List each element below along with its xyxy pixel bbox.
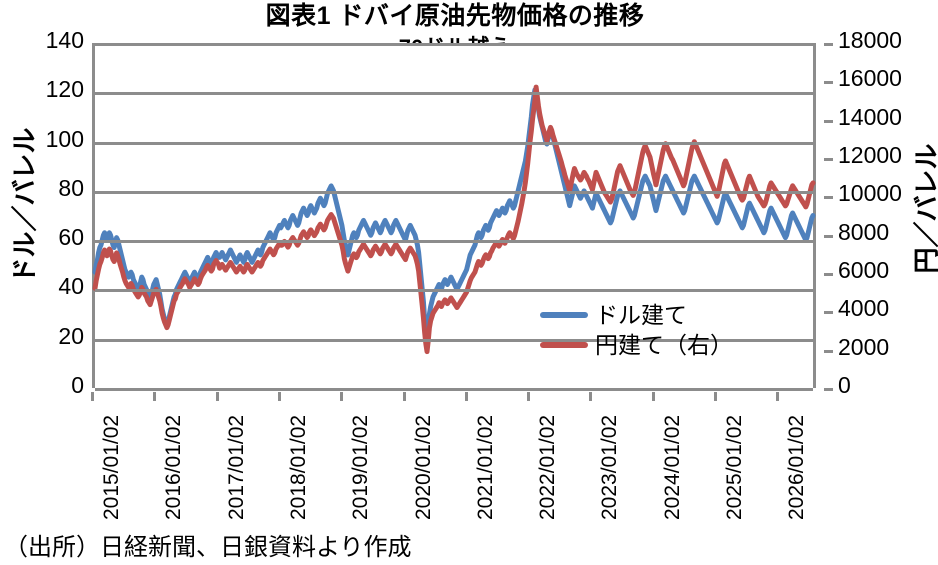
gridline <box>95 338 813 342</box>
x-tick-label: 2016/01/02 <box>162 414 186 520</box>
x-tick-label: 2024/01/02 <box>660 414 684 520</box>
legend-item[interactable]: 円建て（右） <box>540 330 733 360</box>
x-tick-label: 2023/01/02 <box>598 414 622 520</box>
y-tick-mark-right <box>824 349 833 353</box>
y-axis-right-title: 円／バレル <box>911 143 938 274</box>
x-tick-mark <box>464 392 468 401</box>
x-tick-label: 2017/01/02 <box>224 414 248 520</box>
x-tick-mark <box>527 392 531 401</box>
x-tick-mark <box>153 392 157 401</box>
y-tick-label-right: 4000 <box>838 295 890 322</box>
chart-legend: ドル建て円建て（右） <box>540 300 733 360</box>
x-tick-mark <box>91 392 94 401</box>
page-title: 図表1 ドバイ原油先物価格の推移 <box>265 2 645 30</box>
x-tick-mark <box>277 392 281 401</box>
y-tick-mark-right <box>824 43 833 46</box>
x-tick-label: 2015/01/02 <box>100 414 123 520</box>
y-tick-mark-right <box>824 234 833 238</box>
gridline <box>95 43 813 46</box>
y-tick-mark-right <box>824 119 833 123</box>
x-tick-label: 2018/01/02 <box>286 414 310 520</box>
gridline <box>95 190 813 194</box>
gridline <box>95 92 813 96</box>
gridline <box>95 141 813 145</box>
x-axis-tick-labels: 2015/01/02 2016/01/02 2017/01/02 2018/01/02… <box>0 392 938 522</box>
x-tick-label: 2025/01/02 <box>723 414 747 520</box>
y-tick-label-left: 80 <box>58 174 84 201</box>
x-tick-label: 2021/01/02 <box>473 414 497 520</box>
gridline <box>95 388 813 391</box>
x-tick-mark <box>215 392 219 401</box>
y-tick-label-right: 0 <box>838 372 851 398</box>
y-tick-label-left: 20 <box>58 322 84 349</box>
y-tick-label-right: 14000 <box>838 103 902 130</box>
y-axis-left-ticks: 0 20 40 60 80 100 120 140 <box>0 0 84 565</box>
x-tick-mark <box>776 392 780 401</box>
y-tick-label-right: 2000 <box>838 333 890 360</box>
x-tick-mark <box>651 392 655 401</box>
y-tick-label-left: 40 <box>58 273 84 300</box>
y-tick-mark-right <box>824 311 833 315</box>
source-note: （出所）日経新聞、日銀資料より作成 <box>4 534 412 561</box>
x-tick-label: 2020/01/02 <box>411 414 435 520</box>
y-tick-label-right: 6000 <box>838 257 890 283</box>
y-tick-label-left: 100 <box>45 125 84 152</box>
y-axis-left-title: ドル／バレル <box>9 127 40 284</box>
y-tick-label-left: 60 <box>58 224 84 251</box>
series-line-usd <box>92 87 816 337</box>
x-tick-label: 2019/01/02 <box>349 414 373 520</box>
y-tick-label-right: 16000 <box>838 65 902 92</box>
x-tick-label: 2026/01/02 <box>785 414 809 520</box>
gridline <box>95 289 813 293</box>
legend-label: 円建て（右） <box>595 332 733 358</box>
x-tick-label: 2022/01/02 <box>536 414 560 520</box>
y-tick-label-left: 140 <box>45 27 84 53</box>
legend-label: ドル建て <box>595 302 687 328</box>
plot-area <box>92 43 816 391</box>
y-tick-label-right: 18000 <box>838 27 902 53</box>
legend-item[interactable]: ドル建て <box>540 300 733 330</box>
legend-swatch-usd <box>540 312 588 318</box>
x-tick-mark <box>340 392 344 401</box>
y-tick-mark-right <box>824 81 833 85</box>
y-tick-label-left: 120 <box>45 76 84 103</box>
y-tick-label-right: 10000 <box>838 180 902 207</box>
x-tick-mark <box>402 392 406 401</box>
gridline <box>95 240 813 244</box>
y-tick-mark-right <box>824 158 833 161</box>
x-tick-mark <box>589 392 593 401</box>
x-tick-mark <box>714 392 718 401</box>
y-tick-mark-right <box>824 196 833 200</box>
legend-swatch-jpy <box>540 342 588 348</box>
y-tick-mark-right <box>824 273 833 276</box>
y-tick-label-left: 0 <box>71 372 84 398</box>
y-tick-label-right: 8000 <box>838 218 890 245</box>
y-tick-label-right: 12000 <box>838 142 902 168</box>
y-axis-right-ticks: 0 2000 4000 6000 8000 10000 12000 14000 16000 180… <box>824 0 934 565</box>
y-tick-mark-right <box>824 388 833 391</box>
